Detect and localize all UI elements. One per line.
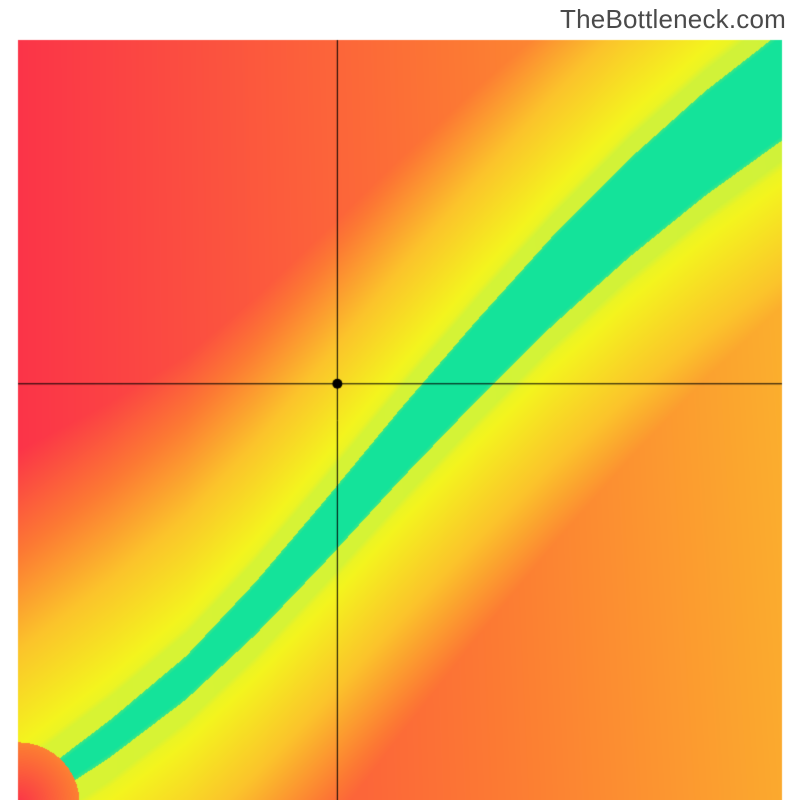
heatmap-canvas	[0, 0, 800, 800]
chart-container: TheBottleneck.com	[0, 0, 800, 800]
